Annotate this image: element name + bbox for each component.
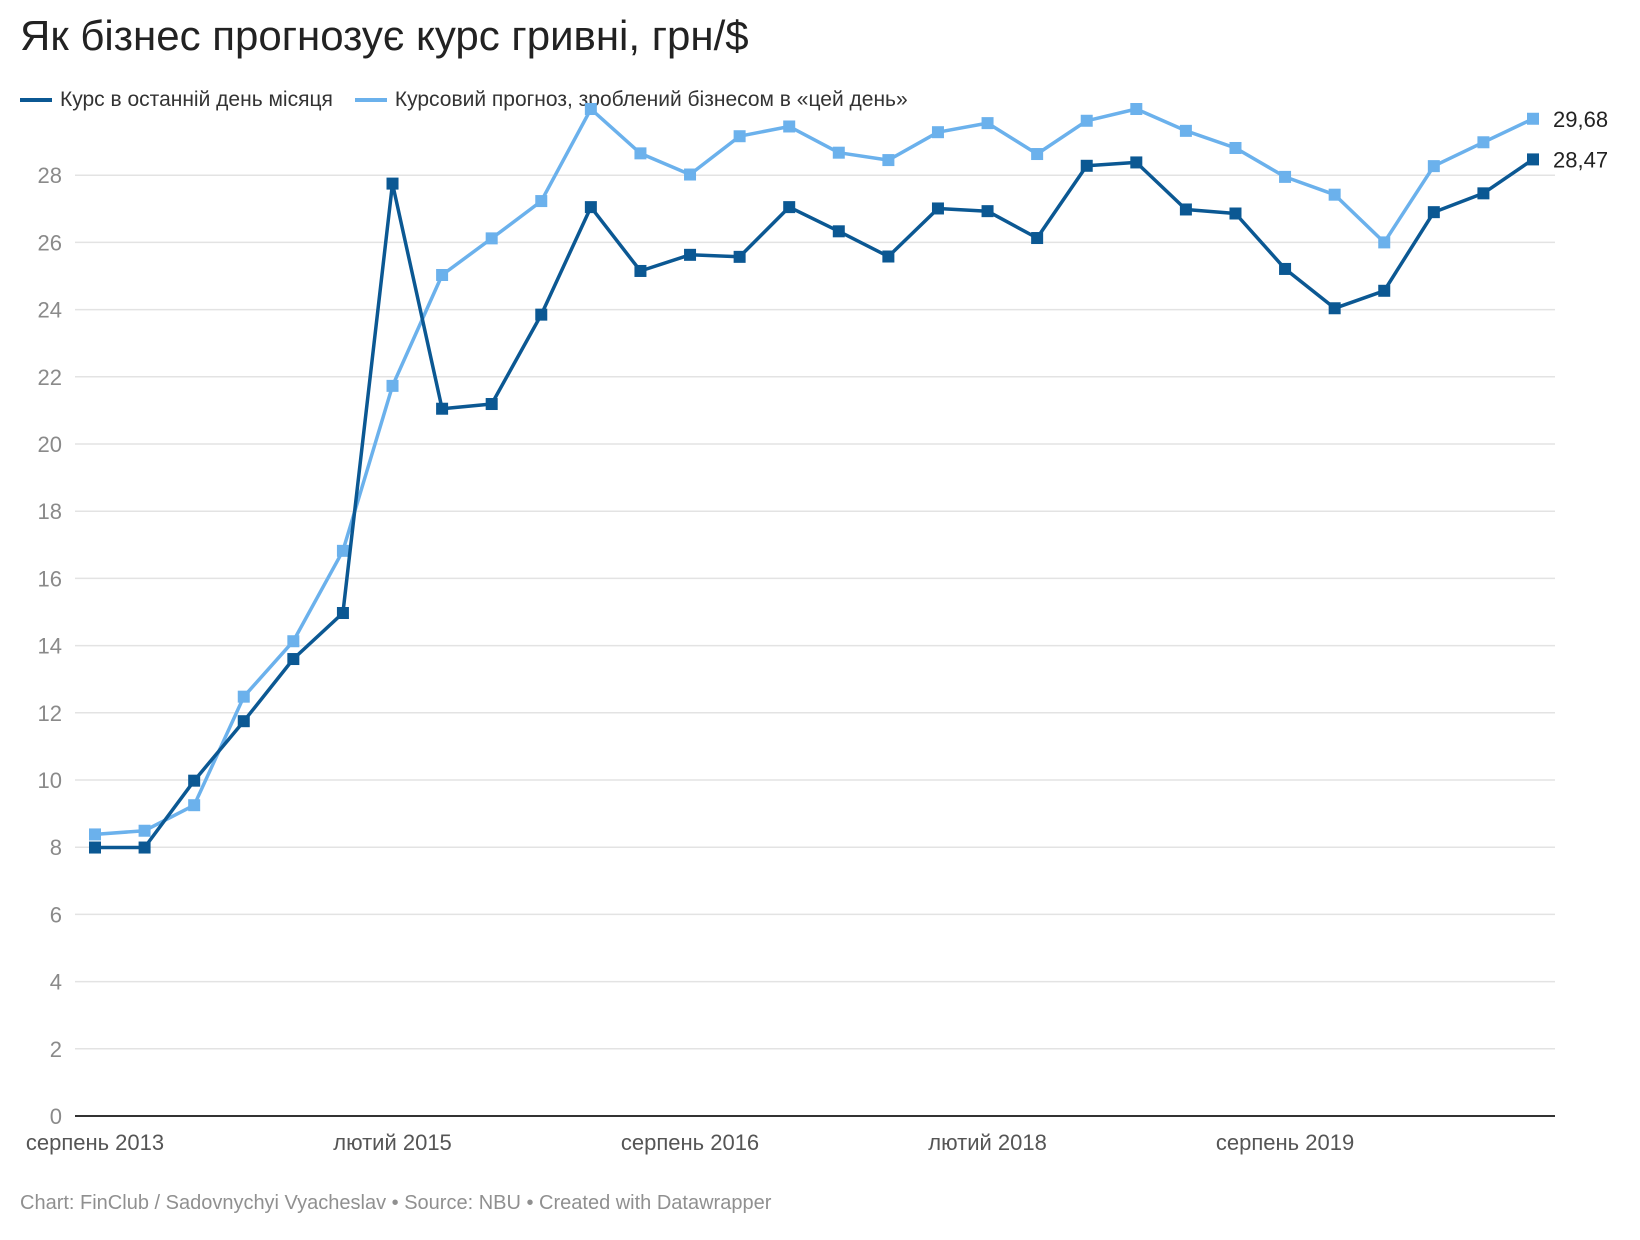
data-point-actual xyxy=(981,205,994,218)
data-point-actual xyxy=(386,177,399,190)
data-point-actual xyxy=(1179,203,1192,216)
data-point-actual xyxy=(1378,284,1391,297)
data-point-actual xyxy=(1080,159,1093,172)
x-tick-label: лютий 2015 xyxy=(333,1130,452,1155)
data-point-forecast xyxy=(386,379,399,392)
end-value-label-forecast: 29,68 xyxy=(1553,107,1608,132)
data-point-actual xyxy=(1279,262,1292,275)
data-point-forecast xyxy=(684,168,697,181)
data-point-actual xyxy=(882,250,895,263)
data-point-actual xyxy=(1229,207,1242,220)
y-tick-label: 0 xyxy=(50,1104,62,1129)
data-point-actual xyxy=(188,774,201,787)
data-point-forecast xyxy=(981,117,994,130)
data-point-forecast xyxy=(931,126,944,139)
y-tick-label: 16 xyxy=(38,566,62,591)
x-tick-label: лютий 2018 xyxy=(928,1130,1047,1155)
data-point-forecast xyxy=(485,232,498,245)
data-point-actual xyxy=(287,653,300,666)
data-point-actual xyxy=(485,398,498,411)
x-tick-label: серпень 2013 xyxy=(26,1130,164,1155)
data-point-actual xyxy=(535,308,548,321)
data-point-forecast xyxy=(287,635,300,648)
data-point-actual xyxy=(634,264,647,277)
x-tick-label: серпень 2016 xyxy=(621,1130,759,1155)
y-tick-label: 26 xyxy=(38,230,62,255)
y-tick-label: 14 xyxy=(38,634,62,659)
data-point-forecast xyxy=(584,103,597,116)
series-line-actual xyxy=(93,157,1535,850)
y-tick-label: 10 xyxy=(38,768,62,793)
data-point-forecast xyxy=(1229,141,1242,154)
data-point-actual xyxy=(733,250,746,263)
data-point-forecast xyxy=(535,195,548,208)
data-point-forecast xyxy=(832,146,845,159)
data-point-forecast xyxy=(237,690,250,703)
data-point-forecast xyxy=(1279,170,1292,183)
data-point-actual xyxy=(336,607,349,620)
y-tick-label: 18 xyxy=(38,499,62,524)
legend-item-actual: Курс в останній день місяця xyxy=(20,88,333,112)
y-tick-label: 2 xyxy=(50,1037,62,1062)
legend-label-forecast: Курсовий прогноз, зроблений бізнесом в «… xyxy=(394,88,908,111)
data-point-forecast xyxy=(783,120,796,133)
data-point-forecast xyxy=(1427,160,1440,173)
data-point-forecast xyxy=(1179,124,1192,137)
data-point-forecast xyxy=(138,824,151,837)
data-point-forecast xyxy=(188,799,201,812)
data-point-forecast xyxy=(1031,148,1044,161)
data-point-actual xyxy=(237,715,250,728)
data-point-forecast xyxy=(1328,188,1341,201)
data-point-actual xyxy=(931,202,944,215)
legend-swatch-actual xyxy=(20,98,52,102)
data-point-actual xyxy=(584,201,597,214)
legend-swatch-forecast xyxy=(354,98,387,102)
y-tick-label: 8 xyxy=(50,835,62,860)
data-point-actual xyxy=(783,201,796,214)
chart-footer: Chart: FinClub / Sadovnychyi Vyacheslav … xyxy=(20,1192,772,1214)
data-point-forecast xyxy=(1080,114,1093,127)
data-point-forecast xyxy=(89,828,101,841)
data-point-forecast xyxy=(634,147,647,160)
data-point-forecast xyxy=(882,154,895,167)
y-tick-label: 12 xyxy=(38,701,62,726)
y-tick-label: 22 xyxy=(38,365,62,390)
y-tick-label: 4 xyxy=(50,970,62,995)
data-point-actual xyxy=(436,402,449,415)
chart-title: Як бізнес прогнозує курс гривні, грн/$ xyxy=(20,12,749,59)
y-tick-label: 6 xyxy=(50,902,62,927)
data-point-forecast xyxy=(1477,136,1490,149)
data-point-forecast xyxy=(336,544,349,557)
data-point-actual xyxy=(89,841,101,854)
data-point-actual xyxy=(684,248,697,261)
data-point-actual xyxy=(1527,153,1539,166)
y-tick-label: 20 xyxy=(38,432,62,457)
x-tick-label: серпень 2019 xyxy=(1216,1130,1354,1155)
data-point-actual xyxy=(138,841,151,854)
data-point-forecast xyxy=(1130,103,1143,116)
y-tick-label: 28 xyxy=(38,163,62,188)
data-point-actual xyxy=(832,225,845,238)
data-point-actual xyxy=(1328,302,1341,315)
data-point-actual xyxy=(1427,206,1440,219)
data-point-forecast xyxy=(436,268,449,281)
end-value-label-actual: 28,47 xyxy=(1553,147,1608,172)
legend: Курс в останній день місяця Курсовий про… xyxy=(20,88,908,112)
data-point-forecast xyxy=(1378,236,1391,249)
data-point-forecast xyxy=(733,130,746,143)
legend-item-forecast: Курсовий прогноз, зроблений бізнесом в «… xyxy=(354,88,908,112)
data-point-actual xyxy=(1130,156,1143,169)
data-point-forecast xyxy=(1527,112,1539,125)
y-tick-label: 24 xyxy=(38,298,62,323)
legend-label-actual: Курс в останній день місяця xyxy=(60,88,333,111)
series-line-forecast xyxy=(93,107,1535,837)
data-point-actual xyxy=(1477,187,1490,200)
data-point-actual xyxy=(1031,232,1044,245)
